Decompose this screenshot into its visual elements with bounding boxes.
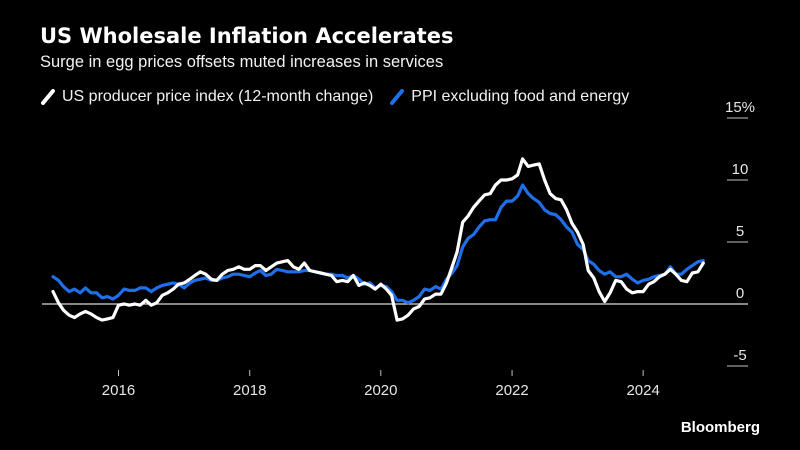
y-axis: -5 0 5 10 15% <box>725 99 755 367</box>
x-axis: 2016 2018 2020 2022 2024 <box>102 370 660 399</box>
legend-swatch-ppi-icon <box>41 89 55 105</box>
legend-label-core-ppi: PPI excluding food and energy <box>411 88 630 105</box>
y-tick-label: 15% <box>725 99 755 116</box>
y-tick-label: 5 <box>736 223 744 240</box>
y-tick-label: 0 <box>736 285 744 302</box>
legend-item-core-ppi: PPI excluding food and energy <box>389 88 629 106</box>
x-tick-label: 2020 <box>364 382 397 399</box>
chart-subtitle: Surge in egg prices offsets muted increa… <box>40 53 444 71</box>
chart-title: US Wholesale Inflation Accelerates <box>40 24 454 48</box>
x-tick-label: 2018 <box>233 382 266 399</box>
series-line-ppi <box>51 157 705 322</box>
legend-swatch-core-ppi-icon <box>390 89 405 105</box>
x-tick-label: 2016 <box>102 382 135 399</box>
series-lines <box>51 157 705 322</box>
legend-item-ppi: US producer price index (12-month change… <box>40 88 373 106</box>
y-tick-label: 10 <box>732 161 749 178</box>
source-logo: Bloomberg <box>680 419 760 436</box>
legend: US producer price index (12-month change… <box>40 86 645 108</box>
x-tick-label: 2024 <box>626 382 659 399</box>
legend-label-ppi: US producer price index (12-month change… <box>62 88 374 105</box>
x-tick-label: 2022 <box>495 382 528 399</box>
y-tick-label: -5 <box>733 347 746 364</box>
